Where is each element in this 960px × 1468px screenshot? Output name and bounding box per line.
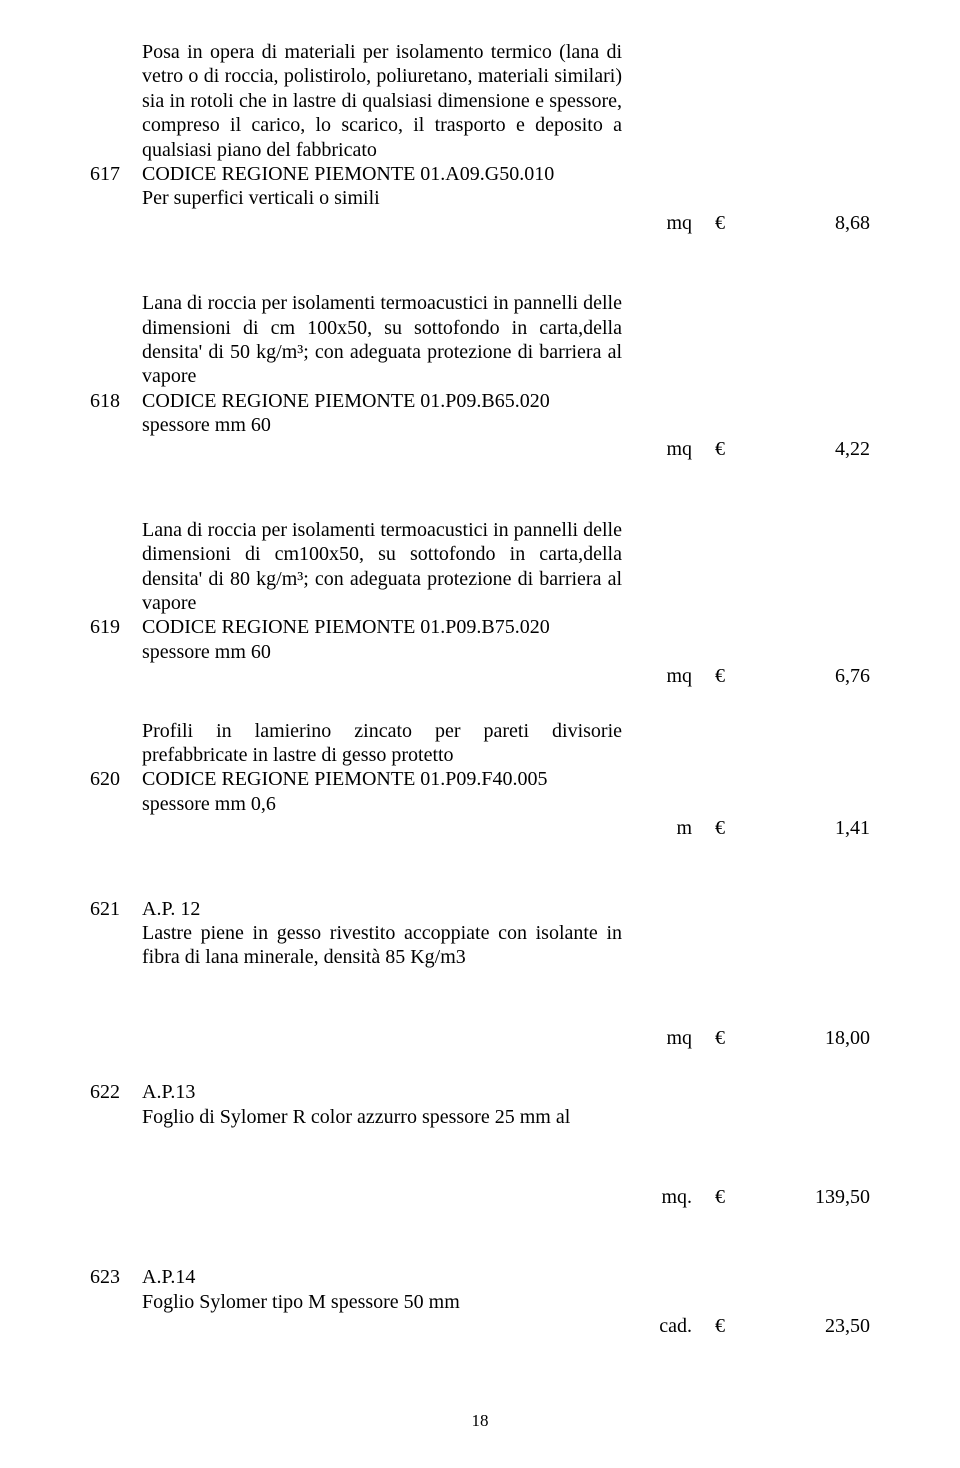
euro-symbol: € [700,816,740,840]
price: 23,50 [740,1314,870,1338]
item-number: 621 [90,897,142,921]
euro-symbol: € [700,211,740,235]
item-code: CODICE REGIONE PIEMONTE 01.A09.G50.010 [142,162,622,186]
euro-symbol: € [700,1314,740,1338]
item-number: 623 [90,1265,142,1289]
item-number: 622 [90,1080,142,1104]
item-622-price-row: mq. € 139,50 [90,1185,870,1209]
item-desc: Posa in opera di materiali per isolament… [142,40,622,162]
item-number: 619 [90,615,142,639]
item-618-desc-row: Lana di roccia per isolamenti termoacust… [90,291,870,389]
item-623-code-row: 623 A.P.14 [90,1265,870,1289]
price: 18,00 [740,1026,870,1050]
price: 8,68 [740,211,870,235]
item-620-price-row: m € 1,41 [90,816,870,840]
item-desc: Lana di roccia per isolamenti termoacust… [142,518,622,616]
item-desc: Foglio di Sylomer R color azzurro spesso… [142,1105,622,1129]
item-617-price-row: mq € 8,68 [90,211,870,235]
item-620-code-row: 620 CODICE REGIONE PIEMONTE 01.P09.F40.0… [90,767,870,791]
item-subdesc: spessore mm 0,6 [142,792,622,816]
item-617-code-row: 617 CODICE REGIONE PIEMONTE 01.A09.G50.0… [90,162,870,186]
document-page: Posa in opera di materiali per isolament… [0,0,960,1468]
item-code: CODICE REGIONE PIEMONTE 01.P09.B75.020 [142,615,622,639]
unit: mq [622,211,700,235]
item-619-sub-row: spessore mm 60 [90,640,870,664]
item-subdesc: spessore mm 60 [142,640,622,664]
unit: mq [622,1026,700,1050]
item-620-desc-row: Profili in lamierino zincato per pareti … [90,719,870,768]
item-621-code-row: 621 A.P. 12 [90,897,870,921]
item-622-desc-row: Foglio di Sylomer R color azzurro spesso… [90,1105,870,1129]
item-desc: Lastre piene in gesso rivestito accoppia… [142,921,622,970]
item-desc: Foglio Sylomer tipo M spessore 50 mm [142,1290,622,1314]
item-desc: Profili in lamierino zincato per pareti … [142,719,622,768]
item-617-desc-row: Posa in opera di materiali per isolament… [90,40,870,162]
price: 4,22 [740,437,870,461]
item-620-sub-row: spessore mm 0,6 [90,792,870,816]
item-desc: Lana di roccia per isolamenti termoacust… [142,291,622,389]
item-622-code-row: 622 A.P.13 [90,1080,870,1104]
euro-symbol: € [700,1185,740,1209]
unit: mq. [622,1185,700,1209]
item-618-sub-row: spessore mm 60 [90,413,870,437]
item-number: 618 [90,389,142,413]
price: 139,50 [740,1185,870,1209]
item-621-desc-row: Lastre piene in gesso rivestito accoppia… [90,921,870,970]
unit: mq [622,664,700,688]
item-618-price-row: mq € 4,22 [90,437,870,461]
price: 6,76 [740,664,870,688]
item-number: 617 [90,162,142,186]
item-621-price-row: mq € 18,00 [90,1026,870,1050]
item-617-sub-row: Per superfici verticali o simili [90,186,870,210]
item-619-price-row: mq € 6,76 [90,664,870,688]
item-619-code-row: 619 CODICE REGIONE PIEMONTE 01.P09.B75.0… [90,615,870,639]
item-623-price-row: cad. € 23,50 [90,1314,870,1338]
item-code: A.P. 12 [142,897,622,921]
item-number: 620 [90,767,142,791]
unit: mq [622,437,700,461]
unit: m [622,816,700,840]
euro-symbol: € [700,1026,740,1050]
item-code: A.P.14 [142,1265,622,1289]
item-subdesc: Per superfici verticali o simili [142,186,622,210]
euro-symbol: € [700,437,740,461]
item-code: CODICE REGIONE PIEMONTE 01.P09.B65.020 [142,389,622,413]
item-code: CODICE REGIONE PIEMONTE 01.P09.F40.005 [142,767,622,791]
item-subdesc: spessore mm 60 [142,413,622,437]
item-623-desc-row: Foglio Sylomer tipo M spessore 50 mm [90,1290,870,1314]
euro-symbol: € [700,664,740,688]
unit: cad. [622,1314,700,1338]
price: 1,41 [740,816,870,840]
page-number: 18 [0,1411,960,1432]
item-618-code-row: 618 CODICE REGIONE PIEMONTE 01.P09.B65.0… [90,389,870,413]
item-code: A.P.13 [142,1080,622,1104]
item-619-desc-row: Lana di roccia per isolamenti termoacust… [90,518,870,616]
